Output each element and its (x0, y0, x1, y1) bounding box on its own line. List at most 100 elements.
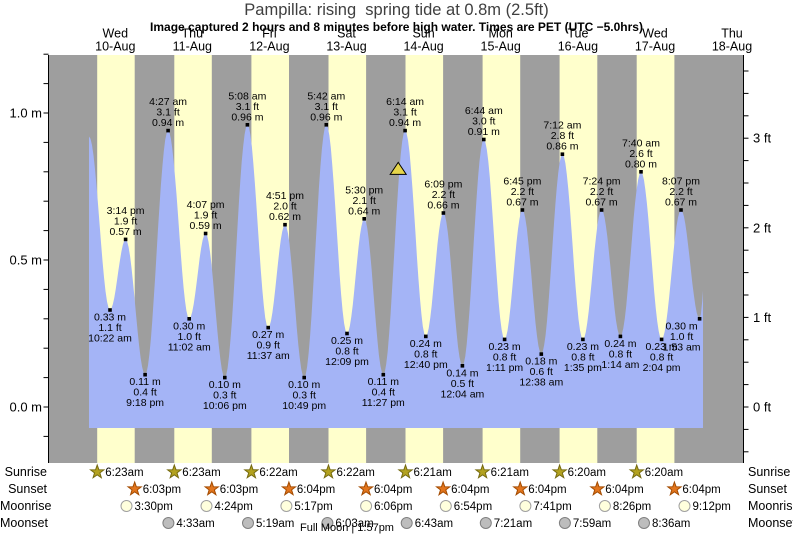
high-tide-label: 6:45 pm 2.2 ft 0.67 m (503, 176, 541, 209)
almanac-rows: 6:23am 6:23am 6:22am 6:22am 6:21am 6:21am 6:20… (89, 463, 731, 530)
tide-extreme-dot (441, 211, 446, 215)
day-name-label: Tue (567, 27, 588, 41)
sunrise-star-icon (89, 463, 106, 479)
tide-extreme-dot (403, 128, 407, 133)
moonrise-row-label: Moonrise (748, 499, 793, 513)
low-tide-label: 0.23 m 0.8 ft 1:11 pm (486, 341, 523, 374)
moonrise-circle-icon (120, 500, 133, 512)
day-date-label: 15-Aug (481, 40, 521, 54)
low-tide-label: 0.23 m 0.8 ft 1:35 pm (564, 341, 602, 374)
left-axis-label: 0.0 m (9, 400, 42, 415)
tide-extreme-dot (679, 208, 683, 212)
sunrise-star-icon (628, 463, 645, 479)
tide-extreme-dot (108, 308, 112, 312)
sunrise-time: 6:20am (645, 467, 683, 479)
moonset-row-label: Moonset (748, 516, 793, 530)
tide-extreme-dot (381, 372, 386, 377)
low-tide-label: 0.14 m 0.5 ft 12:04 am (441, 367, 485, 400)
moonrise-circle-icon (519, 500, 532, 512)
axes: 0.0 m 0.5 m 1.0 m 0 ft 1 ft 2 ft 3 ft (9, 53, 771, 463)
high-tide-label: 3:14 pm 1.9 ft 0.57 m (107, 205, 145, 238)
moonset-circle-icon (558, 517, 571, 529)
current-tide-marker-icon (389, 161, 408, 175)
sunset-time: 6:03pm (143, 484, 181, 496)
moonrise-time: 5:17pm (294, 501, 332, 513)
chart-subtitle: Image captured 2 hours and 8 minutes bef… (150, 20, 643, 34)
high-tide-label: 6:44 am 3.0 ft 0.91 m (465, 105, 503, 138)
low-tide-label: 0.33 m 1.1 ft 10:22 am (88, 312, 132, 345)
sunset-star-icon (589, 480, 606, 496)
tide-extreme-dot (203, 231, 208, 236)
sunset-star-icon (435, 480, 452, 496)
sunset-star-icon (126, 480, 143, 496)
high-tide-label: 4:51 pm 2.0 ft 0.62 m (266, 190, 304, 223)
sunset-row-label: Sunset (748, 482, 787, 496)
sunset-star-icon (666, 480, 683, 496)
right-axis-label: 1 ft (753, 310, 771, 325)
moonrise-circle-icon (200, 500, 213, 512)
right-axis-label: 0 ft (753, 400, 771, 415)
day-date-label: 16-Aug (558, 40, 598, 54)
low-tide-label: 0.10 m 0.3 ft 10:06 pm (203, 379, 247, 412)
sunset-time: 6:04pm (297, 484, 335, 496)
moonrise-time: 4:24pm (215, 501, 253, 513)
moonrise-time: 6:54pm (454, 501, 492, 513)
tide-extreme-dot (697, 317, 702, 321)
moonset-circle-icon (400, 517, 413, 529)
sunrise-star-icon (397, 463, 414, 479)
left-axis-label: 1.0 m (9, 106, 42, 121)
tide-extreme-dot (187, 317, 191, 321)
low-tide-label: 0.30 m 1.0 ft 11:02 am (168, 320, 211, 353)
moonset-time: 7:21am (494, 518, 532, 530)
tide-extreme-labels: 0.33 m 1.1 ft 10:22 am 3:14 pm 1.9 ft 0.57 m 0… (88, 90, 702, 412)
moonset-circle-icon (162, 517, 175, 529)
moonset-time: 6:43am (415, 518, 453, 530)
low-tide-label: 0.23 m 0.8 ft 2:04 pm (643, 341, 681, 374)
high-tide-label: 7:24 pm 2.2 ft 0.67 m (583, 176, 621, 209)
high-tide-label: 6:14 am 3.1 ft 0.94 m (386, 96, 424, 129)
sunset-star-icon (357, 480, 375, 496)
sunset-star-icon (203, 480, 220, 496)
day-header-labels: Wed10-AugThu11-AugFri12-AugSat13-AugSun1… (95, 27, 752, 54)
right-axis-label: 2 ft (753, 220, 771, 235)
tide-extreme-dot (345, 331, 349, 336)
moonrise-row-label: Moonrise (0, 499, 52, 513)
moonset-circle-icon (638, 517, 650, 529)
moonrise-time: 7:41pm (533, 501, 571, 513)
high-tide-label: 7:40 am 2.6 ft 0.80 m (622, 137, 660, 170)
moonset-circle-icon (479, 517, 492, 529)
day-date-label: 12-Aug (249, 40, 289, 54)
high-tide-label: 5:30 pm 2.1 ft 0.64 m (345, 184, 383, 217)
tide-extreme-dot (302, 375, 306, 380)
tide-extreme-dot (362, 217, 366, 221)
low-tide-label: 0.27 m 0.9 ft 11:37 am (247, 329, 290, 362)
day-name-label: Wed (103, 27, 129, 41)
day-name-label: Wed (642, 27, 668, 41)
moonset-time: 6:03am (335, 518, 373, 530)
high-tide-label: 8:07 pm 2.2 ft 0.67 m (662, 176, 700, 209)
moonrise-time: 3:30pm (135, 501, 173, 513)
tide-extreme-dot (539, 352, 544, 356)
moonset-time: 7:59am (573, 518, 611, 530)
moonset-circle-icon (321, 517, 334, 529)
tide-extreme-dot (560, 152, 565, 156)
low-tide-label: 0.30 m 1.0 ft 1:53 am (663, 320, 701, 353)
moonrise-circle-icon (280, 500, 293, 512)
tide-extreme-dot (460, 364, 465, 368)
day-name-label: Mon (489, 27, 513, 41)
day-date-label: 13-Aug (326, 40, 366, 54)
sunset-row-label: Sunset (8, 482, 47, 496)
tide-extreme-dot (143, 372, 147, 377)
sunrise-time: 6:21am (491, 467, 529, 479)
tide-extreme-dot (482, 137, 486, 142)
sunset-time: 6:04pm (528, 484, 566, 496)
sunrise-row-label: Sunrise (4, 465, 47, 479)
moonrise-time: 6:06pm (374, 501, 412, 513)
low-tide-label: 0.25 m 0.8 ft 12:09 pm (325, 335, 369, 368)
high-tide-label: 4:27 am 3.1 ft 0.94 m (149, 96, 187, 129)
tide-extreme-dot (324, 123, 329, 127)
almanac-labels-right: Sunrise Sunset Moonrise Moonset (748, 464, 793, 532)
high-tide-label: 4:07 pm 1.9 ft 0.59 m (187, 199, 225, 232)
